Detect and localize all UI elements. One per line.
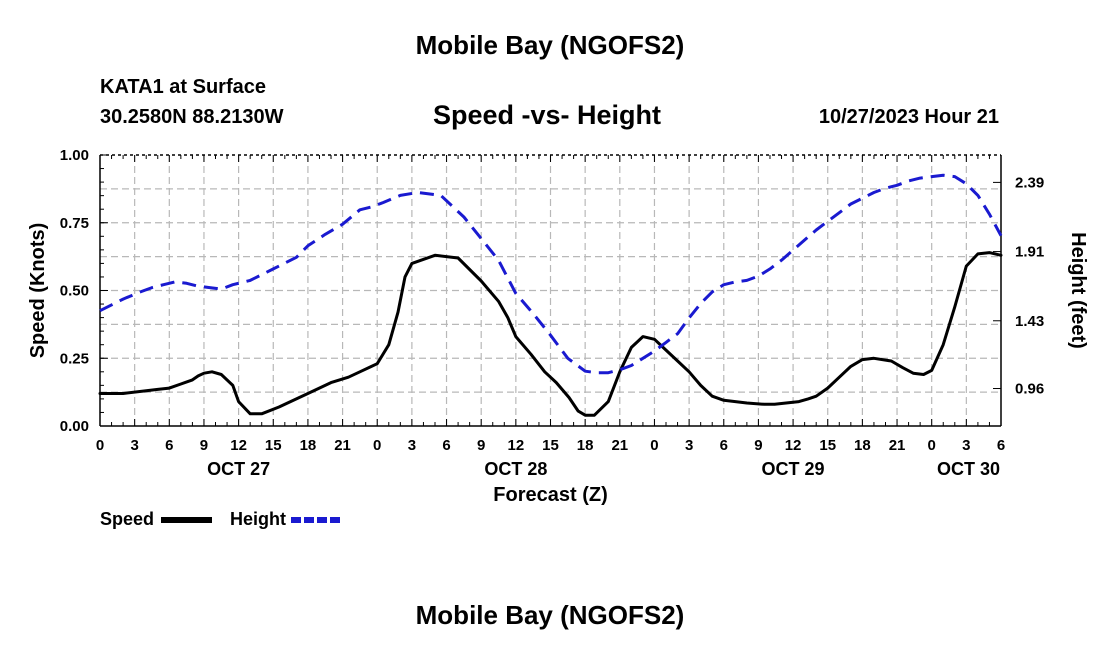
x-tick-label: 12 bbox=[230, 437, 247, 454]
station-coordinates: 30.2580N 88.2130W bbox=[100, 106, 284, 128]
legend: Speed Height bbox=[100, 509, 343, 529]
y-axis-left: 0.00 0.25 0.50 0.75 1.00 Speed (Knots) bbox=[27, 147, 108, 435]
forecast-datetime: 10/27/2023 Hour 21 bbox=[818, 106, 999, 128]
x-tick-label: 6 bbox=[165, 437, 173, 454]
y2-tick-label: 2.39 bbox=[1015, 174, 1044, 191]
x-tick-label: 6 bbox=[997, 437, 1005, 454]
station-label: KATA1 at Surface bbox=[100, 76, 266, 98]
y-tick-label: 1.00 bbox=[60, 147, 89, 164]
footer-title: Mobile Bay (NGOFS2) bbox=[415, 600, 685, 630]
legend-label-speed: Speed bbox=[100, 509, 154, 529]
height-series-line bbox=[99, 173, 1003, 375]
y-axis-right: 0.96 1.43 1.91 2.39 Height (feet) bbox=[993, 174, 1089, 398]
y2-tick-label: 1.91 bbox=[1015, 244, 1044, 261]
y-tick-label: 0.25 bbox=[60, 350, 89, 367]
x-tick-label: 21 bbox=[611, 437, 628, 454]
x-tick-label: 15 bbox=[819, 437, 836, 454]
y2-tick-label: 1.43 bbox=[1015, 313, 1044, 330]
y2-axis-label: Height (feet) bbox=[1067, 232, 1089, 349]
grid bbox=[99, 154, 1002, 427]
x-tick-label: 0 bbox=[650, 437, 658, 454]
x-axis: 0 3 6 9 12 15 18 21 0 3 6 9 12 15 18 21 0 3 6 9 12 15 18 21 0 3 6 O… bbox=[96, 155, 1005, 506]
x-axis-label: Forecast (Z) bbox=[493, 484, 607, 506]
speed-series-line bbox=[98, 251, 1003, 417]
x-tick-label: 18 bbox=[854, 437, 871, 454]
x-tick-label: 9 bbox=[477, 437, 485, 454]
x-tick-label: 9 bbox=[754, 437, 762, 454]
date-label: OCT 30 bbox=[937, 459, 1000, 479]
y-tick-label: 0.75 bbox=[60, 215, 89, 232]
x-tick-label: 6 bbox=[442, 437, 450, 454]
x-tick-label: 3 bbox=[685, 437, 693, 454]
x-tick-label: 0 bbox=[928, 437, 936, 454]
y2-tick-label: 0.96 bbox=[1015, 381, 1044, 398]
plot-area bbox=[98, 173, 1003, 417]
x-tick-label: 0 bbox=[373, 437, 381, 454]
x-tick-label: 21 bbox=[889, 437, 906, 454]
x-tick-label: 3 bbox=[130, 437, 138, 454]
date-label: OCT 29 bbox=[762, 459, 825, 479]
x-tick-label: 15 bbox=[542, 437, 559, 454]
x-tick-label: 18 bbox=[577, 437, 594, 454]
x-tick-label: 21 bbox=[334, 437, 351, 454]
x-tick-label: 18 bbox=[300, 437, 317, 454]
y-tick-label: 0.50 bbox=[60, 283, 89, 300]
date-label: OCT 27 bbox=[207, 459, 270, 479]
x-tick-label: 9 bbox=[200, 437, 208, 454]
chart-subtitle: Speed -vs- Height bbox=[433, 100, 662, 130]
chart-title: Mobile Bay (NGOFS2) bbox=[415, 30, 685, 60]
x-tick-label: 0 bbox=[96, 437, 104, 454]
x-tick-label: 3 bbox=[962, 437, 970, 454]
x-tick-label: 12 bbox=[785, 437, 802, 454]
y-tick-label: 0.00 bbox=[60, 418, 89, 435]
x-tick-label: 3 bbox=[408, 437, 416, 454]
date-label: OCT 28 bbox=[484, 459, 547, 479]
legend-label-height: Height bbox=[230, 509, 286, 529]
x-tick-label: 6 bbox=[720, 437, 728, 454]
x-tick-label: 15 bbox=[265, 437, 282, 454]
y-axis-label: Speed (Knots) bbox=[27, 223, 49, 359]
x-tick-label: 12 bbox=[508, 437, 525, 454]
